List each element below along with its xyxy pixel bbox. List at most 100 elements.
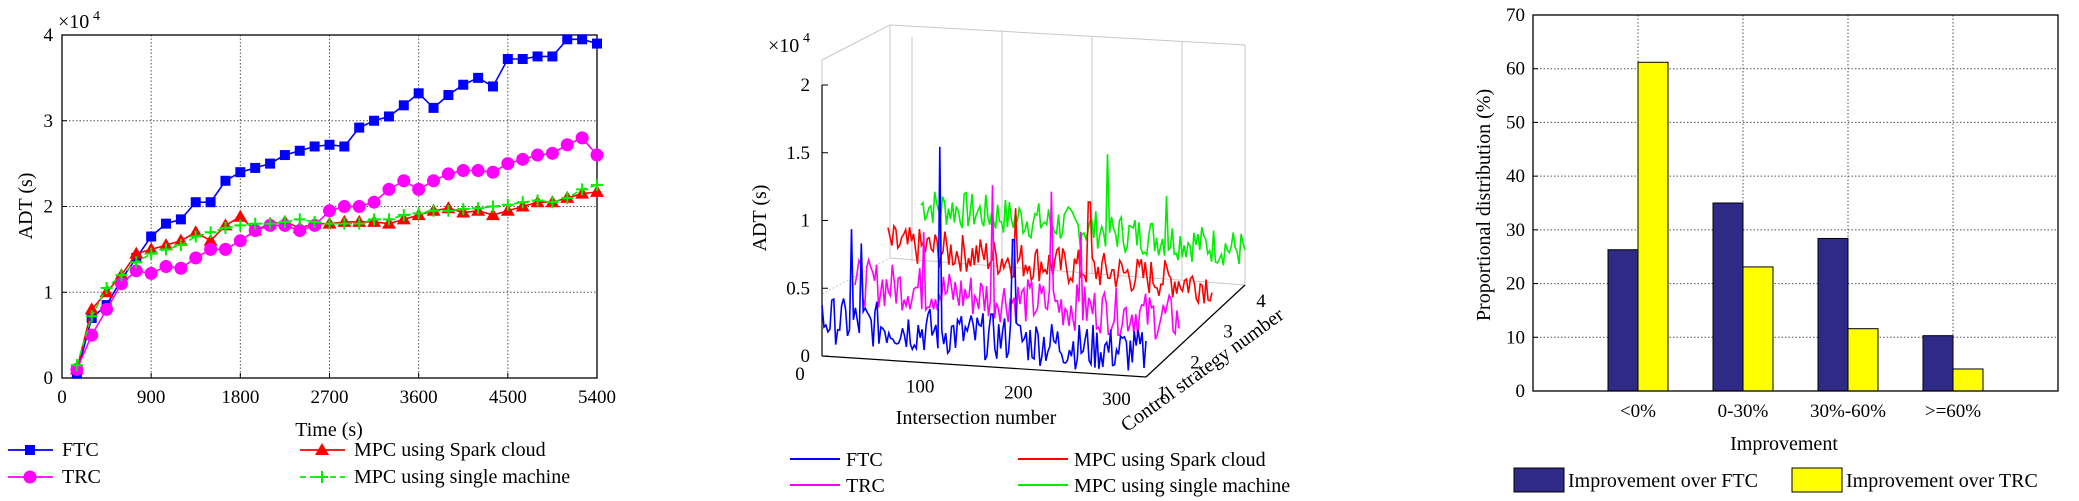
left-y-label: ADT (s) — [15, 173, 37, 240]
mid-legend-label-mpc_spark: MPC using Spark cloud — [1074, 449, 1266, 471]
left-y-exponent: 4 — [93, 9, 100, 24]
left-point-trc — [427, 174, 441, 188]
mid-y-tick-label: 1.5 — [786, 143, 810, 164]
left-point-ftc — [235, 167, 246, 178]
left-point-mpc_spark — [203, 233, 218, 246]
right-bar-bar_ftc — [1607, 249, 1639, 392]
left-y-tick-label: 4 — [44, 25, 54, 46]
left-point-trc — [501, 157, 515, 171]
right-legend-swatch-bar_trc — [1791, 467, 1843, 493]
right-x-tick-label: 30%-60% — [1810, 401, 1886, 422]
left-series-group — [69, 34, 604, 379]
left-point-trc — [575, 131, 589, 145]
right-bar-bar_trc — [1847, 328, 1879, 392]
left-series-mpc_single — [70, 179, 603, 372]
left-point-ftc — [577, 34, 588, 45]
left-point-trc — [382, 182, 396, 196]
left-point-trc — [471, 163, 485, 177]
left-point-trc — [174, 261, 188, 275]
left-point-ftc — [250, 162, 261, 173]
left-point-trc — [486, 165, 500, 179]
left-series-trc — [70, 131, 604, 376]
right-y-tick-label: 40 — [1506, 166, 1525, 187]
left-point-ftc — [458, 79, 469, 90]
left-y-tick-label: 1 — [44, 282, 54, 303]
left-y-tick-label: 2 — [44, 197, 54, 218]
mid-y-tick-label: 0.5 — [786, 278, 810, 299]
left-point-ftc — [161, 218, 172, 229]
mid-y-label: ADT (s) — [749, 185, 771, 252]
left-point-trc — [337, 200, 351, 213]
left-point-trc — [397, 174, 411, 188]
mid-tick-labels: 0 0.5 1 1.5 2 0 100 200 300 1 2 3 4 — [786, 75, 1266, 410]
left-point-ftc — [324, 139, 335, 150]
mid-y-multiplier: ×10 — [768, 35, 799, 57]
left-point-trc — [114, 277, 128, 291]
left-point-ftc — [220, 175, 231, 186]
left-legend-label-trc: TRC — [62, 466, 101, 488]
right-y-tick-label: 50 — [1506, 112, 1525, 133]
right-bar-bar_trc — [1952, 368, 1984, 392]
left-point-ftc — [428, 102, 439, 113]
left-plot-frame — [61, 34, 598, 379]
left-point-ftc — [175, 214, 186, 225]
left-point-ftc — [309, 141, 320, 152]
left-point-ftc — [354, 122, 365, 133]
right-x-tick-label: >=60% — [1925, 401, 1981, 422]
right-y-tick-label: 70 — [1506, 5, 1525, 26]
mid-y-tick-label: 2 — [801, 75, 811, 96]
left-point-ftc — [279, 150, 290, 161]
left-y-tick-label: 3 — [44, 111, 54, 132]
left-point-ftc — [369, 115, 380, 126]
left-legend-label-mpc_spark: MPC using Spark cloud — [354, 439, 546, 461]
left-tick-labels: 0 900 1800 2700 3600 4500 5400 0 1 2 3 4 — [44, 25, 617, 408]
mid-legend-label-trc: TRC — [846, 475, 885, 497]
left-line-mpc_spark — [76, 191, 598, 370]
left-point-ftc — [532, 51, 543, 62]
mid-trace-mpc_single — [920, 154, 1246, 266]
left-point-trc — [233, 234, 247, 248]
right-x-label: Improvement — [1730, 433, 1838, 455]
right-bar-chart: 0 10 20 30 40 50 60 70 <0% 0-30% 30%-60% >=60% Impr… — [1473, 5, 2059, 493]
right-y-tick-label: 10 — [1506, 327, 1525, 348]
left-y-tick-label: 0 — [44, 368, 54, 389]
mid-y-tick-label: 0 — [801, 346, 811, 367]
mid-legend-label-ftc: FTC — [846, 449, 883, 471]
right-tick-labels: 0 10 20 30 40 50 60 70 <0% 0-30% 30%-60% >=60% — [1506, 5, 1981, 422]
right-legend-label-bar_ftc: Improvement over FTC — [1568, 470, 1758, 492]
left-point-trc — [367, 195, 381, 209]
mid-legend: FTC MPC using Spark cloud TRC MPC using sin… — [790, 449, 1290, 497]
left-point-ftc — [487, 81, 498, 92]
left-point-trc — [545, 146, 559, 160]
left-x-tick-label: 3600 — [400, 387, 438, 408]
mid-series-group — [821, 146, 1246, 371]
left-x-tick-label: 4500 — [489, 387, 527, 408]
left-point-ftc — [443, 90, 454, 101]
left-point-mpc_spark — [84, 302, 99, 315]
left-point-trc — [159, 260, 173, 274]
mid-x-tick-label: 200 — [1004, 383, 1033, 404]
left-x-tick-label: 1800 — [221, 387, 259, 408]
left-point-trc — [129, 264, 143, 278]
left-legend: FTC MPC using Spark cloud TRC MPC using sin… — [8, 439, 570, 488]
left-point-trc — [590, 148, 604, 162]
right-bars — [1607, 61, 1984, 392]
right-legend-label-bar_trc: Improvement over TRC — [1846, 470, 2038, 492]
left-point-mpc_spark — [129, 246, 144, 259]
right-y-tick-label: 0 — [1516, 381, 1526, 402]
left-point-trc — [144, 266, 158, 280]
left-legend-label-ftc: FTC — [62, 439, 99, 461]
left-point-ftc — [383, 111, 394, 122]
right-plot-frame — [1532, 14, 2059, 392]
right-y-tick-label: 60 — [1506, 59, 1525, 80]
left-line-chart: 0 900 1800 2700 3600 4500 5400 0 1 2 3 4 ×10 4 Time… — [8, 9, 616, 488]
left-point-trc — [323, 204, 336, 218]
left-point-trc — [352, 200, 366, 213]
right-x-tick-label: <0% — [1620, 401, 1656, 422]
right-y-label: Proportional distribution (%) — [1473, 89, 1495, 321]
mid-depth-tick-label: 1 — [1157, 383, 1167, 404]
right-x-tick-label: 0-30% — [1718, 401, 1769, 422]
left-point-ftc — [413, 88, 424, 99]
mid-depth-tick-label: 3 — [1223, 322, 1233, 343]
